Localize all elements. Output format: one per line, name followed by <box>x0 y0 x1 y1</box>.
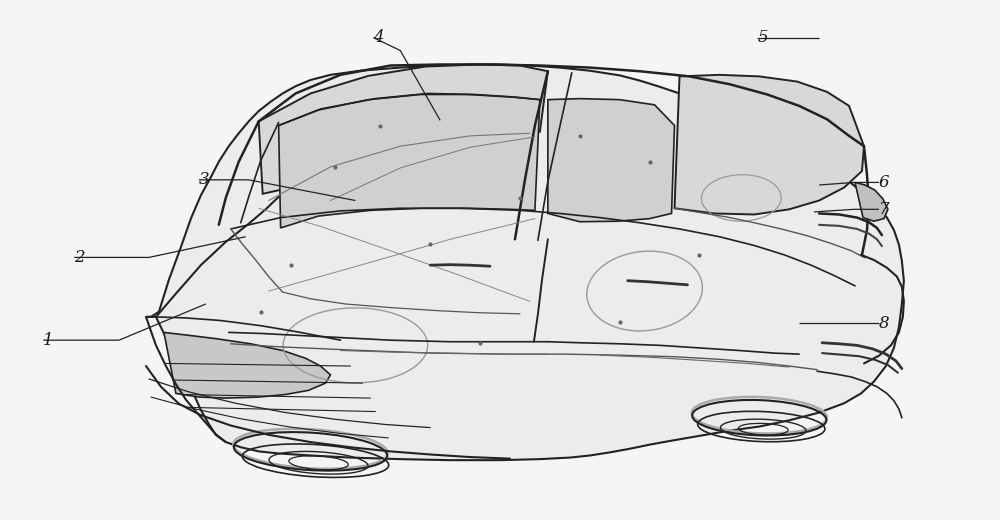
Text: 5: 5 <box>757 29 768 46</box>
Polygon shape <box>259 64 548 194</box>
Text: 2: 2 <box>74 249 85 266</box>
Text: 8: 8 <box>879 315 890 332</box>
Text: 6: 6 <box>879 174 890 191</box>
Polygon shape <box>164 332 330 398</box>
Text: 3: 3 <box>199 171 209 188</box>
Text: 7: 7 <box>879 201 890 218</box>
Polygon shape <box>855 183 888 221</box>
Polygon shape <box>675 75 864 214</box>
Polygon shape <box>548 99 675 222</box>
Polygon shape <box>279 94 540 228</box>
Text: 4: 4 <box>373 29 384 46</box>
Text: 1: 1 <box>43 332 54 349</box>
Polygon shape <box>146 64 904 460</box>
